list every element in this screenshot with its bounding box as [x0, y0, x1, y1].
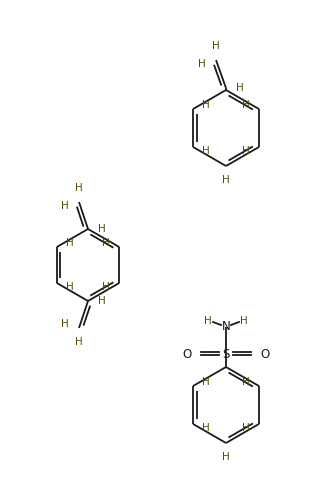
Text: H: H	[222, 452, 230, 462]
Text: H: H	[242, 100, 250, 110]
Text: H: H	[75, 183, 83, 193]
Text: H: H	[98, 224, 106, 234]
Text: H: H	[102, 238, 110, 248]
Text: H: H	[202, 423, 210, 433]
Text: H: H	[202, 146, 210, 156]
Text: H: H	[242, 146, 250, 156]
Text: H: H	[240, 316, 248, 326]
Text: H: H	[198, 59, 206, 69]
Text: H: H	[98, 296, 106, 306]
Text: O: O	[182, 348, 192, 362]
Text: H: H	[102, 282, 110, 292]
Text: H: H	[212, 41, 220, 51]
Text: H: H	[222, 175, 230, 185]
Text: H: H	[236, 83, 244, 93]
Text: H: H	[242, 377, 250, 387]
Text: O: O	[260, 348, 270, 362]
Text: H: H	[204, 316, 212, 326]
Text: H: H	[61, 319, 69, 329]
Text: H: H	[75, 337, 83, 347]
Text: H: H	[242, 423, 250, 433]
Text: S: S	[222, 348, 230, 362]
Text: H: H	[202, 100, 210, 110]
Text: H: H	[61, 201, 69, 211]
Text: H: H	[66, 238, 74, 248]
Text: H: H	[66, 282, 74, 292]
Text: N: N	[222, 321, 230, 334]
Text: H: H	[202, 377, 210, 387]
